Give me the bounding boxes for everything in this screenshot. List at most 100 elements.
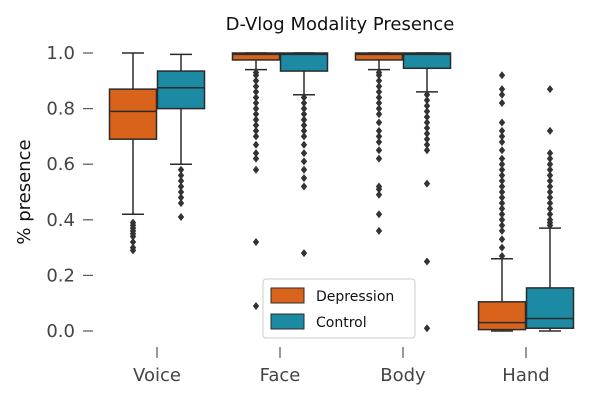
outlier-point-depression-hand — [498, 235, 506, 244]
outlier-point-depression-body — [375, 132, 383, 141]
outlier-point-depression-face — [252, 115, 260, 124]
y-tick-label: 0.2 — [46, 265, 75, 286]
outlier-point-control-face — [300, 182, 308, 191]
outlier-point-control-face — [300, 110, 308, 119]
outlier-point-depression-body — [375, 190, 383, 199]
outlier-point-control-voice — [177, 193, 185, 202]
outlier-point-depression-face — [252, 82, 260, 91]
outlier-point-control-hand — [546, 188, 554, 196]
outlier-point-depression-body — [375, 137, 383, 146]
outlier-point-depression-face — [252, 110, 260, 119]
outlier-point-depression-hand — [498, 99, 506, 108]
outlier-point-depression-body — [375, 68, 383, 77]
outlier-point-depression-hand — [498, 71, 506, 80]
outlier-point-depression-face — [252, 126, 260, 135]
outlier-point-control-body — [423, 118, 431, 127]
outlier-point-control-face — [300, 93, 308, 102]
outlier-point-depression-voice — [129, 243, 137, 252]
outlier-point-control-hand — [546, 204, 554, 213]
outlier-point-control-hand — [546, 210, 554, 219]
outlier-point-control-voice — [177, 165, 185, 174]
outlier-point-depression-hand — [498, 146, 506, 155]
outlier-point-control-voice — [177, 199, 185, 208]
outlier-point-depression-hand — [498, 210, 506, 219]
outlier-point-control-body — [423, 101, 431, 110]
outlier-point-control-face — [300, 174, 308, 183]
x-tick-label: Voice — [133, 365, 181, 386]
outlier-point-control-body — [423, 324, 431, 333]
outlier-point-control-body — [423, 146, 431, 155]
outlier-point-depression-hand — [498, 154, 506, 163]
outlier-point-depression-body — [375, 87, 383, 96]
outlier-point-control-face — [300, 157, 308, 166]
x-tick-label: Face — [260, 365, 301, 386]
box-control-face — [279, 52, 329, 72]
outlier-point-control-hand — [546, 154, 554, 163]
outlier-point-control-face — [300, 132, 308, 141]
box-control-body — [402, 52, 452, 70]
outlier-point-depression-body — [375, 82, 383, 91]
outlier-point-depression-hand — [498, 85, 506, 94]
outlier-point-depression-face — [252, 140, 260, 149]
outlier-point-depression-hand — [498, 182, 506, 191]
outlier-point-control-body — [423, 124, 431, 133]
y-tick-label: 0.4 — [46, 210, 75, 231]
outlier-point-depression-hand — [498, 137, 506, 146]
outlier-point-control-body — [423, 90, 431, 99]
outlier-point-control-hand — [546, 199, 554, 208]
outlier-point-control-hand — [546, 171, 554, 180]
x-tick-label: Hand — [502, 365, 549, 386]
outlier-point-depression-body — [375, 118, 383, 127]
y-tick-label: 0.8 — [46, 99, 75, 120]
box-depression-voice — [108, 88, 158, 140]
outlier-point-control-hand — [546, 126, 554, 135]
outlier-point-depression-face — [252, 301, 260, 310]
outlier-point-depression-face — [252, 121, 260, 130]
outlier-point-control-face — [300, 149, 308, 158]
y-tick-label: 1.0 — [46, 43, 75, 64]
outlier-point-control-hand — [546, 149, 554, 158]
outlier-point-depression-body — [375, 146, 383, 155]
outlier-point-depression-body — [375, 110, 383, 119]
outlier-point-depression-face — [252, 154, 260, 163]
y-tick-label: 0.0 — [46, 321, 75, 342]
outlier-point-control-hand — [546, 165, 554, 174]
outlier-point-control-hand — [546, 215, 554, 224]
outlier-point-control-face — [300, 140, 308, 149]
outlier-point-control-hand — [546, 176, 554, 185]
outlier-point-depression-hand — [498, 176, 506, 185]
legend-swatch-depression — [270, 287, 305, 304]
outlier-point-depression-hand — [498, 171, 506, 180]
legend-label-control: Control — [316, 315, 367, 331]
x-tick-label: Body — [380, 365, 426, 386]
outlier-point-depression-face — [252, 76, 260, 85]
outlier-point-control-voice — [177, 213, 185, 222]
outlier-point-depression-face — [252, 104, 260, 113]
outlier-point-control-voice — [177, 171, 185, 180]
legend-swatch-control — [270, 313, 305, 330]
outlier-point-depression-body — [375, 76, 383, 85]
outlier-point-depression-body — [375, 154, 383, 163]
outlier-point-depression-hand — [498, 221, 506, 230]
box-control-hand — [525, 287, 575, 329]
outlier-point-depression-face — [252, 68, 260, 77]
outlier-point-depression-hand — [498, 204, 506, 213]
outlier-point-control-body — [423, 96, 431, 105]
outlier-point-control-face — [300, 99, 308, 108]
outlier-point-control-face — [300, 165, 308, 174]
outlier-point-depression-hand — [498, 126, 506, 135]
outlier-point-depression-face — [252, 132, 260, 141]
outlier-point-depression-hand — [498, 226, 506, 235]
outlier-point-control-face — [300, 104, 308, 113]
outlier-point-depression-hand — [498, 199, 506, 208]
outlier-point-control-face — [300, 121, 308, 130]
outlier-point-depression-face — [252, 238, 260, 247]
outlier-point-depression-hand — [498, 118, 506, 127]
outlier-point-control-hand — [546, 182, 554, 191]
outlier-point-control-body — [423, 107, 431, 116]
outlier-point-control-body — [423, 135, 431, 144]
y-tick-label: 0.6 — [46, 154, 75, 175]
box-control-voice — [156, 70, 206, 110]
outlier-point-depression-face — [252, 93, 260, 102]
